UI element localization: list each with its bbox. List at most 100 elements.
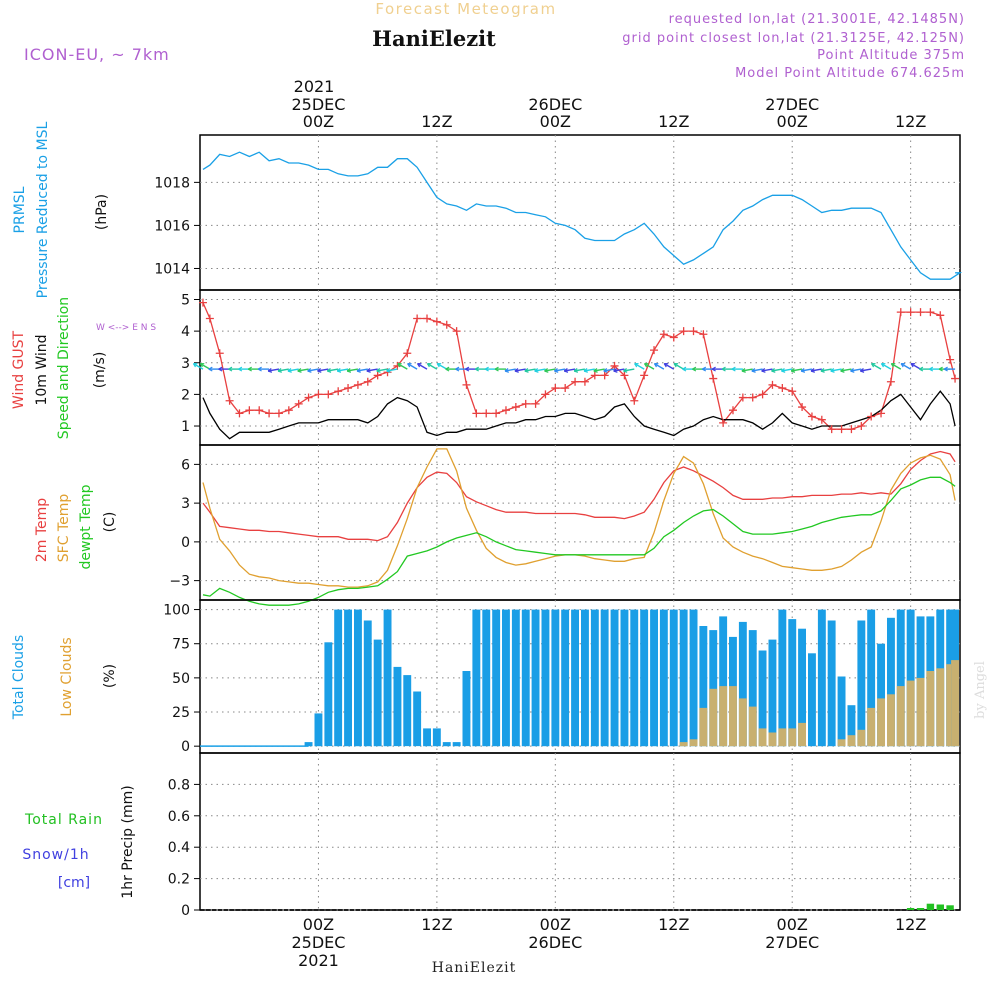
gust-line xyxy=(202,302,956,430)
bottom-time-label: 12Z xyxy=(658,915,689,934)
low-cloud-bar xyxy=(946,664,955,747)
total-cloud-bar xyxy=(867,609,876,747)
wind-arrow-head xyxy=(504,368,509,373)
wind-arrow xyxy=(830,368,842,372)
low-cloud-bar xyxy=(699,707,708,747)
gust-point xyxy=(432,317,441,326)
total-cloud-bar xyxy=(521,609,530,747)
gust-point xyxy=(452,327,461,336)
bottom-date-label: 25DEC xyxy=(291,933,345,952)
wind-arrow-head xyxy=(634,363,639,368)
wind-arrow-head xyxy=(267,368,273,373)
wind-arrow-head xyxy=(673,363,679,368)
precip-panel-labels: Total Rain Snow/1h [cm] 1hr Precip (mm) xyxy=(22,785,136,898)
wind-arrow-head xyxy=(711,366,716,372)
wind-arrow xyxy=(820,368,832,372)
low-cloud-bar xyxy=(679,742,688,747)
wind-arrow-head xyxy=(593,368,598,373)
wind-arrow-head xyxy=(346,368,352,373)
wind-arrow-head xyxy=(426,363,432,368)
total-cloud-bar xyxy=(423,728,431,747)
clouds-ytick-label: 50 xyxy=(172,671,190,687)
gust-point xyxy=(728,406,737,415)
wind-arrow-head xyxy=(307,368,312,373)
total-cloud-bar xyxy=(442,742,451,747)
total-cloud-bar xyxy=(778,609,787,747)
wind-arrow-head xyxy=(859,368,865,373)
gust-point xyxy=(620,371,629,380)
low-cloud-bar xyxy=(906,680,915,747)
low-cloud-bar xyxy=(729,686,737,747)
temp-dewpt-label: dewpt Temp xyxy=(78,484,94,569)
wind-arrow xyxy=(366,368,378,372)
gust-point xyxy=(521,399,530,408)
wind-arrow-head xyxy=(820,368,825,373)
total-cloud-bar xyxy=(571,609,579,747)
wind-panel-labels: Wind GUST 10m Wind Speed and Direction (… xyxy=(11,297,156,439)
total-cloud-bar xyxy=(432,728,441,747)
station-name: HaniElezit xyxy=(372,26,496,51)
precip-ytick-label: 0.6 xyxy=(168,809,190,825)
gust-point xyxy=(541,390,550,399)
total-cloud-bar xyxy=(403,675,412,747)
wind-arrow-head xyxy=(257,366,262,372)
wind-ytick-label: 4 xyxy=(181,324,190,340)
total-cloud-bar xyxy=(373,639,382,747)
low-cloud-bar xyxy=(887,694,895,747)
wind-arrow xyxy=(297,368,309,372)
wind-ytick-label: 2 xyxy=(181,387,190,403)
gust-point xyxy=(531,399,540,408)
wind-arrow-head xyxy=(751,368,756,373)
wind-arrow-head xyxy=(653,363,659,368)
wind-arrow-head xyxy=(544,368,549,373)
wind-arrow-head xyxy=(701,366,707,372)
bottom-time-label: 12Z xyxy=(421,915,452,934)
temp-sfc-label: SFC Temp xyxy=(56,494,72,563)
wind-arrow xyxy=(751,368,763,372)
total-cloud-bar xyxy=(827,620,836,747)
low-cloud-bar xyxy=(926,671,935,747)
total-cloud-bar xyxy=(738,621,747,747)
bottom-date-label: 27DEC xyxy=(765,933,819,952)
wind-arrow-head xyxy=(218,366,223,372)
wind-arrow-head xyxy=(840,368,845,373)
wind-arrow-head xyxy=(663,363,669,368)
gust-point xyxy=(738,393,747,402)
wind-arrow-head xyxy=(208,366,213,372)
wind-arrow-head xyxy=(929,366,934,372)
wind-arrow-head xyxy=(199,363,205,368)
top-time-label: 00Z xyxy=(303,112,334,131)
wind-arrow-head xyxy=(436,363,442,368)
requested-location: requested lon,lat (21.3001E, 42.1485N) xyxy=(669,12,965,27)
wind-arrow-head xyxy=(741,368,746,373)
total-cloud-bar xyxy=(314,713,323,747)
total-cloud-bar xyxy=(798,628,806,747)
gust-point xyxy=(857,422,866,431)
total-cloud-bar xyxy=(847,705,856,747)
gust-point xyxy=(817,415,826,424)
wind-arrow-head xyxy=(919,366,924,372)
gust-point xyxy=(363,377,372,386)
wind-arrow-head xyxy=(356,368,361,373)
wind-direction-label: Speed and Direction xyxy=(56,297,72,439)
low-cloud-bar xyxy=(896,686,905,747)
wind-arrow-head xyxy=(317,368,322,373)
gust-point xyxy=(837,425,846,434)
gust-point xyxy=(827,425,836,434)
wind-arrow-head xyxy=(613,368,618,373)
wind-arrow xyxy=(860,368,872,372)
wind-arrow-head xyxy=(900,363,906,368)
total-cloud-bar xyxy=(462,671,471,747)
wind-unit-label: (m/s) xyxy=(92,352,108,389)
gust-point xyxy=(768,380,777,389)
gust-point xyxy=(571,377,580,386)
top-time-label: 12Z xyxy=(895,112,926,131)
wind-arrow xyxy=(193,362,204,370)
total-cloud-bar xyxy=(768,639,777,747)
gust-point xyxy=(403,349,412,358)
total-cloud-bar xyxy=(699,626,708,747)
watermark: by Angel xyxy=(973,661,988,719)
wind-arrow-head xyxy=(407,363,412,368)
gust-point xyxy=(689,327,698,336)
total-cloud-bar xyxy=(334,609,343,747)
